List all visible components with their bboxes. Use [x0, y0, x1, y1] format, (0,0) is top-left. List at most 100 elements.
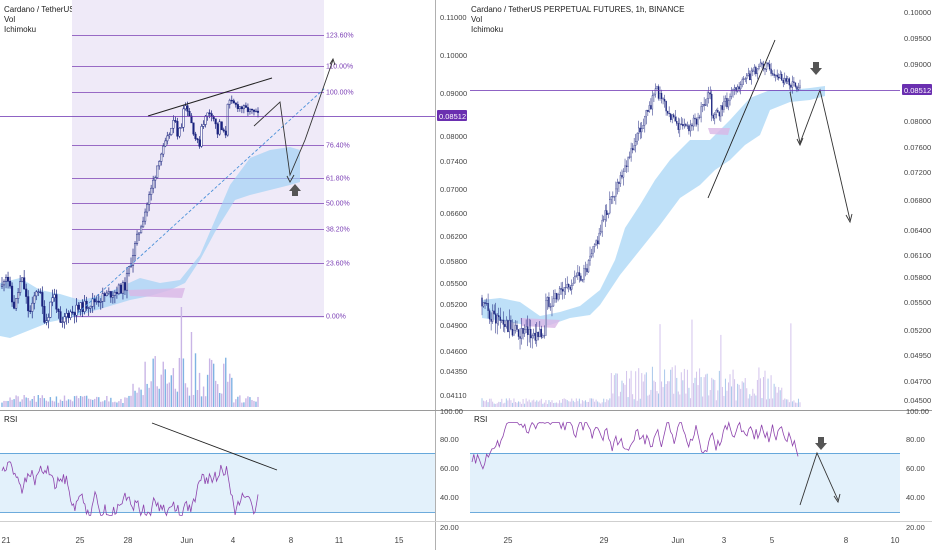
left-volume-bar — [41, 395, 44, 407]
right-volume-bar — [670, 369, 672, 407]
right-volume-bar — [507, 400, 509, 407]
left-candle-body — [256, 110, 260, 113]
right-volume-bar — [501, 398, 503, 407]
left-fib-label: 23.60% — [326, 261, 350, 268]
right-price-tick: 0.06800 — [904, 196, 931, 205]
right-candle-body — [714, 114, 716, 119]
left-rsi-tick: 20.00 — [440, 523, 459, 532]
left-volume-bar — [85, 395, 88, 407]
left-candle-body — [226, 103, 229, 136]
left-volume-bar — [243, 402, 245, 407]
right-candle-body — [653, 93, 655, 96]
right-volume-bar — [600, 403, 602, 407]
left-volume-bar — [198, 372, 201, 407]
right-volume-bar — [720, 334, 722, 407]
right-volume-bar — [511, 402, 513, 407]
right-candle-body — [698, 116, 701, 118]
right-candle-body — [565, 287, 567, 289]
right-rsi-line — [471, 421, 799, 470]
right-volume-bar — [665, 384, 667, 407]
left-volume-bar — [180, 307, 183, 407]
left-volume-bar — [174, 388, 177, 407]
right-volume-bar — [726, 390, 728, 407]
right-volume-bar — [636, 400, 638, 407]
right-candle-body — [674, 116, 676, 122]
right-volume-bar — [630, 370, 632, 407]
right-volume-bar — [653, 380, 655, 407]
right-volume-bar — [610, 373, 612, 407]
right-candle-body — [781, 74, 783, 81]
right-candle-body — [656, 86, 658, 89]
right-volume-bar — [536, 400, 538, 407]
right-volume-bar — [696, 371, 698, 407]
right-volume-bar — [486, 400, 488, 407]
right-volume-bar — [483, 400, 485, 407]
left-volume-bar — [69, 399, 72, 407]
right-candle-body — [484, 302, 486, 304]
left-volume-bar — [164, 369, 166, 407]
right-volume-bar — [784, 398, 786, 407]
right-candle-body — [645, 110, 648, 118]
left-volume-bar — [108, 401, 110, 407]
left-candle-body — [218, 121, 221, 135]
left-candle-body — [192, 122, 195, 135]
left-candle-body — [93, 298, 96, 303]
left-volume-bar — [110, 397, 112, 407]
left-candle-body — [23, 277, 26, 290]
right-price-tick: 0.06100 — [904, 251, 931, 260]
left-candle-body — [160, 153, 163, 162]
left-candle-body — [35, 291, 38, 297]
right-candle-body — [759, 62, 762, 67]
left-volume-bar — [106, 395, 108, 407]
left-price-tick: 0.05200 — [440, 300, 467, 309]
left-volume-bar — [116, 402, 118, 407]
right-volume-bar — [764, 370, 766, 407]
left-price-tick: 0.07400 — [440, 157, 467, 166]
right-volume-bar — [598, 402, 600, 407]
right-volume-bar — [796, 402, 798, 407]
left-volume-bar — [186, 387, 189, 407]
right-volume-bar — [578, 398, 580, 407]
right-volume-bar — [673, 393, 675, 407]
left-candle-body — [190, 115, 193, 124]
left-volume-bar — [73, 396, 76, 407]
left-candle-body — [164, 140, 167, 147]
left-candle-body — [109, 291, 112, 298]
right-volume-bar — [662, 387, 664, 407]
left-candle-body — [77, 304, 80, 310]
right-candle-body — [776, 74, 778, 78]
right-candle-body — [600, 231, 602, 234]
left-volume-bar — [190, 332, 193, 407]
left-candle-body — [234, 102, 237, 105]
left-candle-body — [184, 105, 187, 110]
left-volume-bar — [67, 399, 70, 407]
right-candle-body — [551, 305, 553, 307]
right-volume-bar — [623, 383, 625, 407]
left-candle-body — [180, 127, 183, 129]
right-volume-bar — [569, 401, 571, 407]
right-candle-body — [765, 62, 768, 70]
left-rsi-trendline — [151, 422, 278, 471]
right-volume-bar — [644, 374, 646, 407]
right-volume-bar — [604, 402, 606, 407]
right-candle-body — [729, 96, 731, 101]
right-candle-body — [575, 275, 578, 278]
right-candle-body — [554, 293, 556, 299]
right-volume-bar — [609, 398, 611, 407]
right-candle-body — [561, 289, 564, 292]
left-candle-body — [87, 307, 90, 310]
left-fib-label: 0.00% — [326, 314, 346, 321]
right-volume-bar — [746, 388, 748, 407]
left-volume-bar — [196, 390, 199, 407]
right-volume-bar — [740, 388, 742, 407]
right-candle-body — [749, 73, 751, 81]
right-price-tick: 0.06400 — [904, 226, 931, 235]
right-candle-body — [782, 80, 784, 84]
right-price-tick: 0.04950 — [904, 351, 931, 360]
right-candle-body — [631, 148, 634, 151]
right-candle-body — [689, 124, 692, 132]
left-volume-bar — [152, 358, 154, 407]
left-candle-body — [198, 139, 201, 147]
